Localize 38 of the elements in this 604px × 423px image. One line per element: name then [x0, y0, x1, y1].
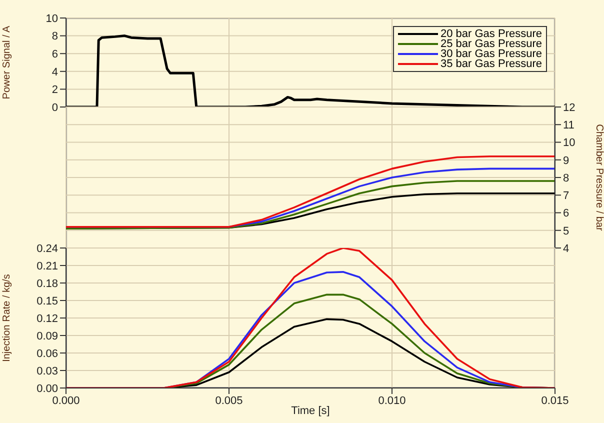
y-tick-label: 11	[563, 120, 574, 132]
legend-label: 30 bar Gas Pressure	[440, 48, 542, 60]
y-tick-label: 10	[46, 12, 58, 25]
y-tick-label: 0	[52, 102, 58, 114]
y-tick-label: 8	[52, 30, 58, 43]
x-tick-label: 0.015	[541, 394, 569, 407]
x-tick-label: 0.005	[215, 394, 243, 407]
y-tick-label: 2	[52, 84, 58, 96]
y-tick-label: 0.18	[36, 278, 58, 290]
x-axis-title: Time [s]	[291, 405, 330, 417]
y-tick-label: 0.03	[36, 365, 58, 378]
y-tick-label: 5	[563, 225, 570, 238]
legend-label: 25 bar Gas Pressure	[440, 38, 542, 50]
y-tick-label: 8	[563, 172, 570, 184]
y-tick-label: 0.15	[36, 295, 58, 308]
y-axis-title: Injection Rate / kg/s	[2, 274, 13, 362]
x-tick-label: 0.000	[52, 394, 80, 407]
y-axis-title: Chamber Pressure / bar	[593, 124, 604, 232]
y-tick-label: 0.09	[36, 330, 58, 342]
y-tick-label: 10	[563, 137, 576, 150]
y-tick-label: 4	[563, 242, 570, 255]
x-tick-label: 0.010	[378, 394, 406, 407]
y-tick-label: 0.06	[36, 348, 58, 360]
y-tick-label: 9	[563, 154, 570, 167]
line-series	[66, 155, 555, 228]
y-tick-label: 0.12	[36, 312, 58, 325]
y-axis-title: Power Signal / A	[2, 25, 13, 100]
y-tick-label: 6	[563, 208, 570, 220]
legend-label: 35 bar Gas Pressure	[440, 58, 542, 70]
y-tick-label: 7	[563, 190, 570, 202]
y-tick-label: 0.00	[36, 382, 58, 395]
y-tick-label: 4	[52, 66, 58, 78]
y-tick-label: 0.24	[36, 242, 58, 255]
y-tick-label: 6	[52, 48, 58, 61]
y-tick-label: 12	[563, 102, 576, 114]
line-series	[66, 180, 555, 230]
legend-label: 20 bar Gas Pressure	[440, 28, 542, 40]
y-tick-label: 0.21	[36, 260, 58, 272]
